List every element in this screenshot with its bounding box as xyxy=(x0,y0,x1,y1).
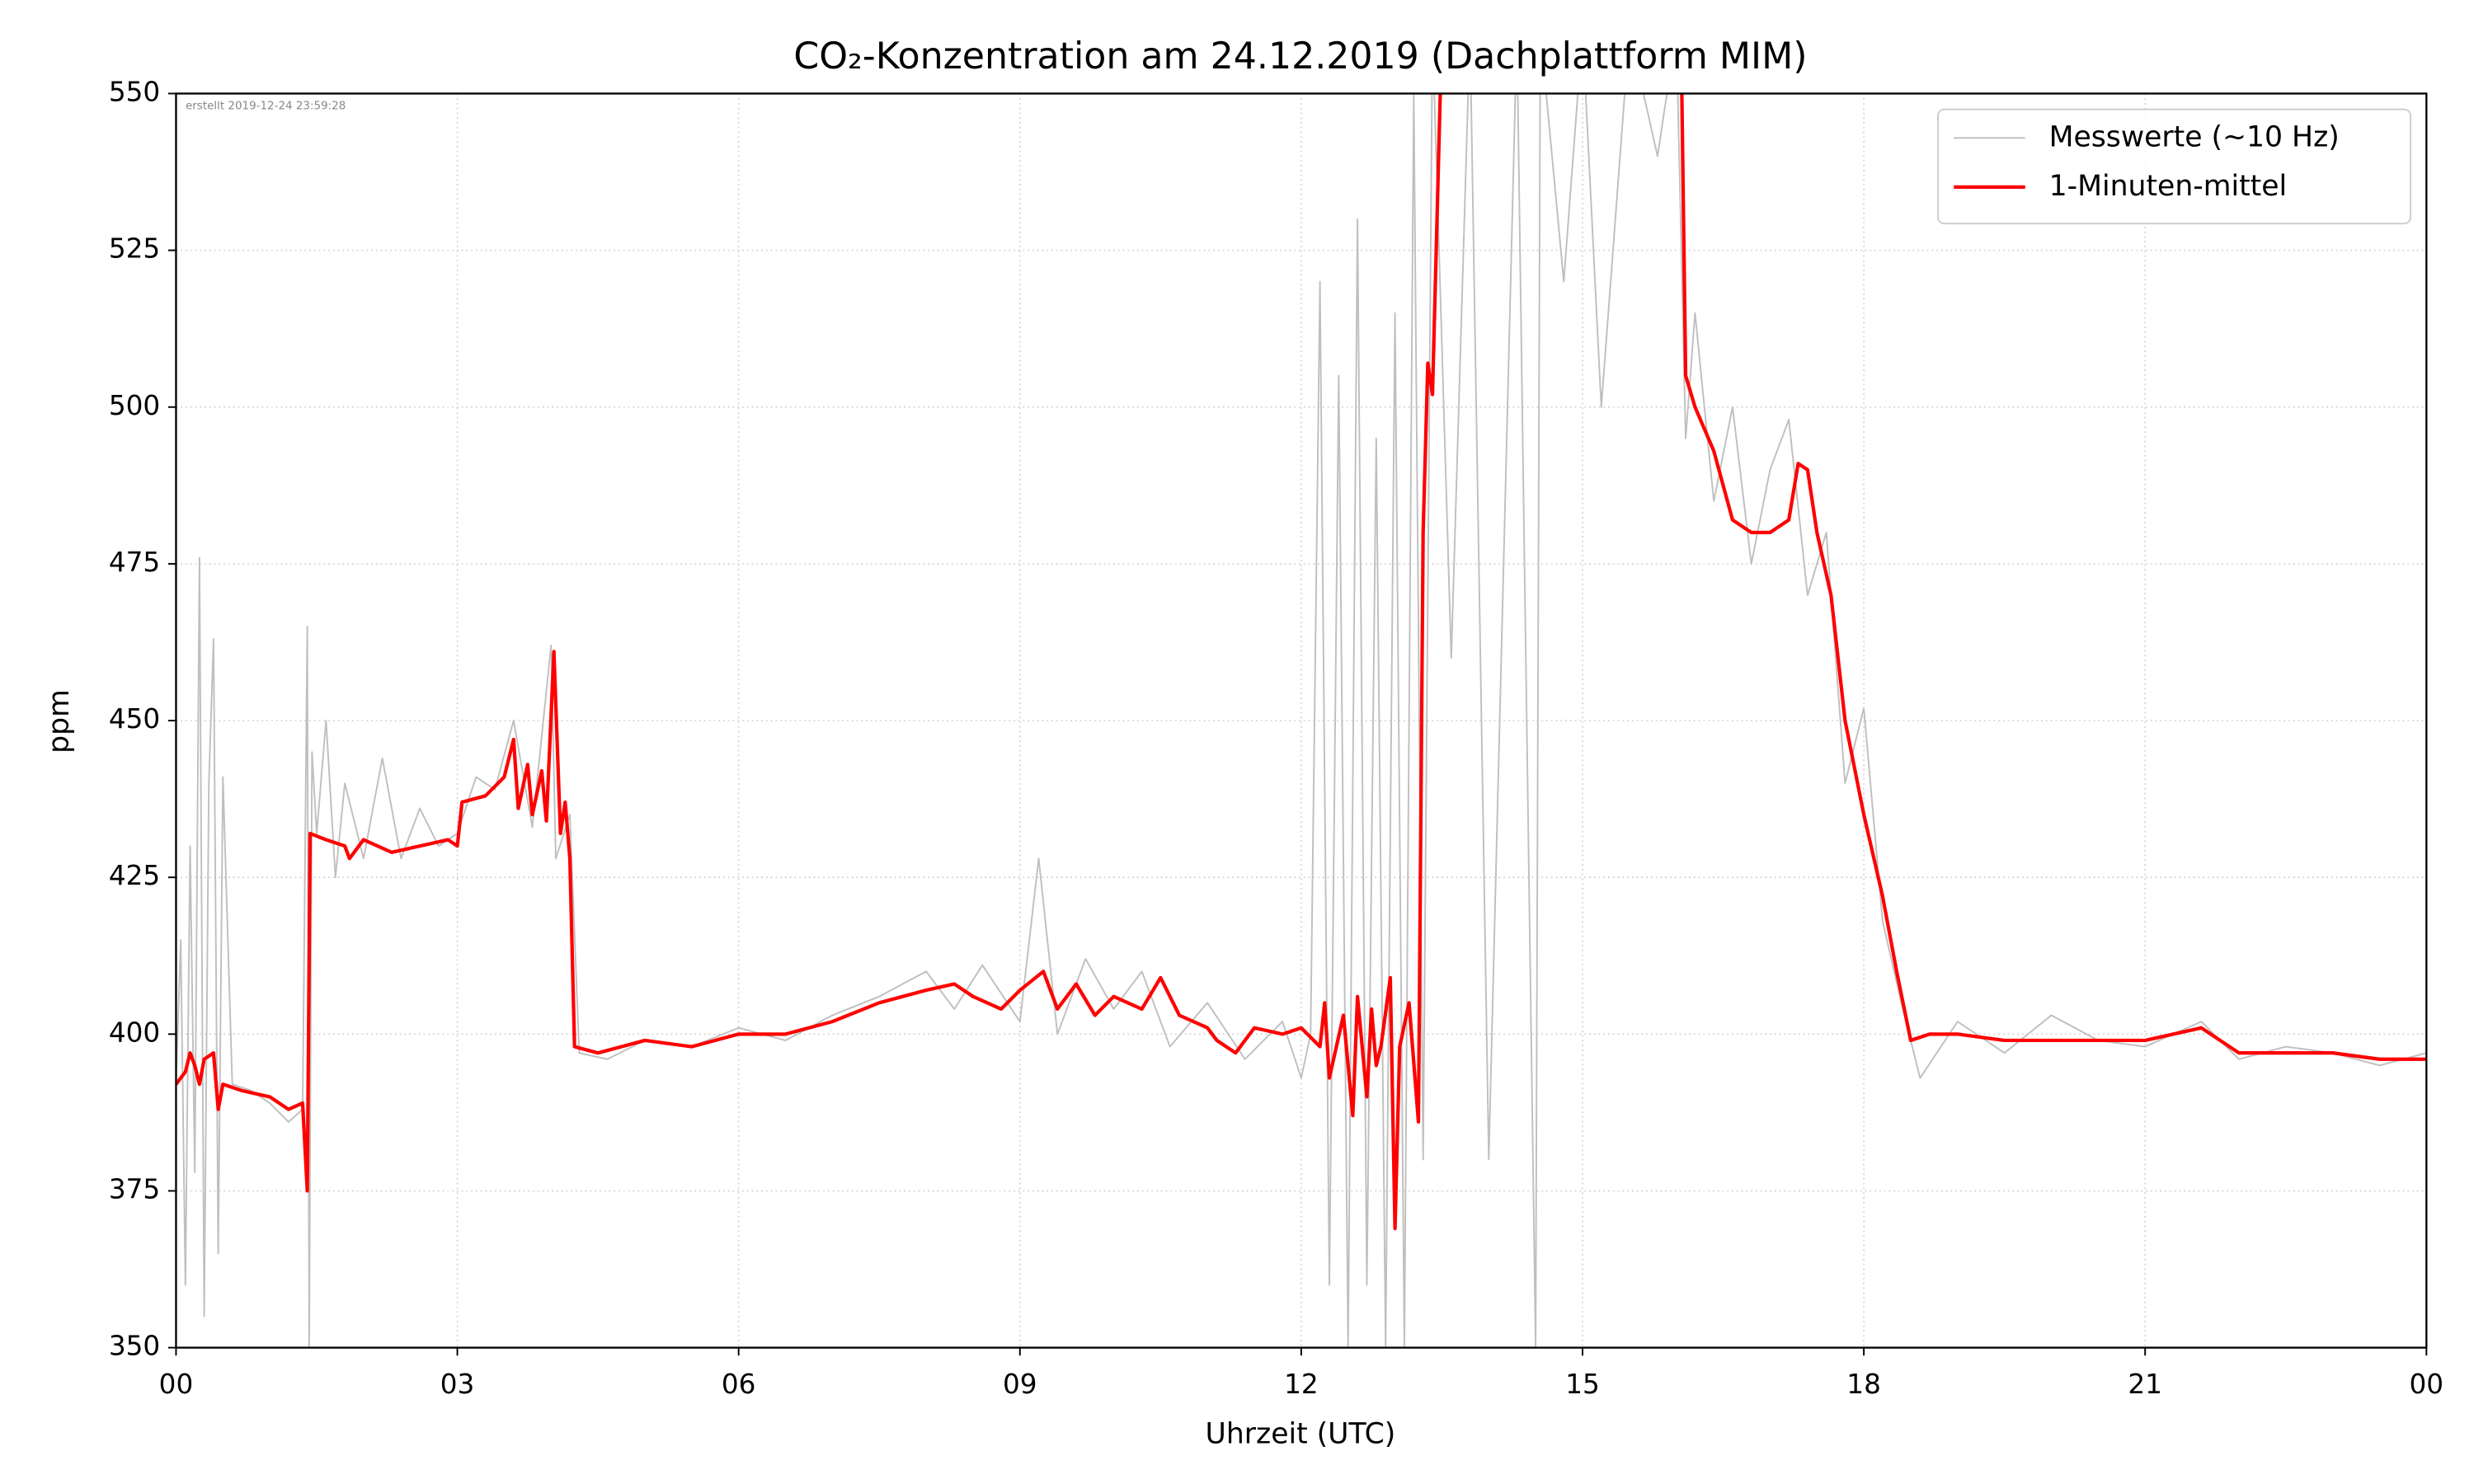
axes: 350 375 400 425 450 475 500 525 550 00 03 06 09 12 15 1… xyxy=(109,76,2443,1399)
annotation: erstellt 2019-12-24 23:59:28 xyxy=(186,101,346,113)
y-tick-label: 500 xyxy=(109,390,160,421)
x-tick-label: 00 xyxy=(2410,1369,2444,1400)
legend-label: 1-Minuten-mittel xyxy=(2049,170,2288,203)
y-tick-label: 400 xyxy=(109,1017,160,1048)
series-line xyxy=(176,93,2427,1348)
x-tick-label: 21 xyxy=(2128,1369,2162,1400)
y-tick-label: 550 xyxy=(109,76,160,107)
x-axis-label: Uhrzeit (UTC) xyxy=(1206,1417,1396,1450)
y-tick-label: 475 xyxy=(109,547,160,578)
x-tick-label: 15 xyxy=(1565,1369,1600,1400)
y-axis-label: ppm xyxy=(43,689,76,754)
x-tick-label: 09 xyxy=(1003,1369,1037,1400)
y-tick-label: 450 xyxy=(109,703,160,735)
x-tick-label: 00 xyxy=(159,1369,194,1400)
x-tick-label: 18 xyxy=(1846,1369,1881,1400)
x-tick-label: 03 xyxy=(440,1369,475,1400)
legend: Messwerte (~10 Hz) 1-Minuten-mittel xyxy=(1937,108,2412,225)
x-tick-label: 12 xyxy=(1284,1369,1319,1400)
legend-box xyxy=(1937,108,2412,225)
y-tick-label: 375 xyxy=(109,1173,160,1205)
legend-label: Messwerte (~10 Hz) xyxy=(2049,120,2340,153)
y-tick-label: 425 xyxy=(109,860,160,891)
y-tick-label: 350 xyxy=(109,1331,160,1362)
x-tick-label: 06 xyxy=(722,1369,756,1400)
chart-title: CO₂-Konzentration am 24.12.2019 (Dachpla… xyxy=(793,35,1807,77)
y-tick-label: 525 xyxy=(109,233,160,265)
series-line xyxy=(176,93,2427,1231)
plot-area xyxy=(176,93,2427,1348)
